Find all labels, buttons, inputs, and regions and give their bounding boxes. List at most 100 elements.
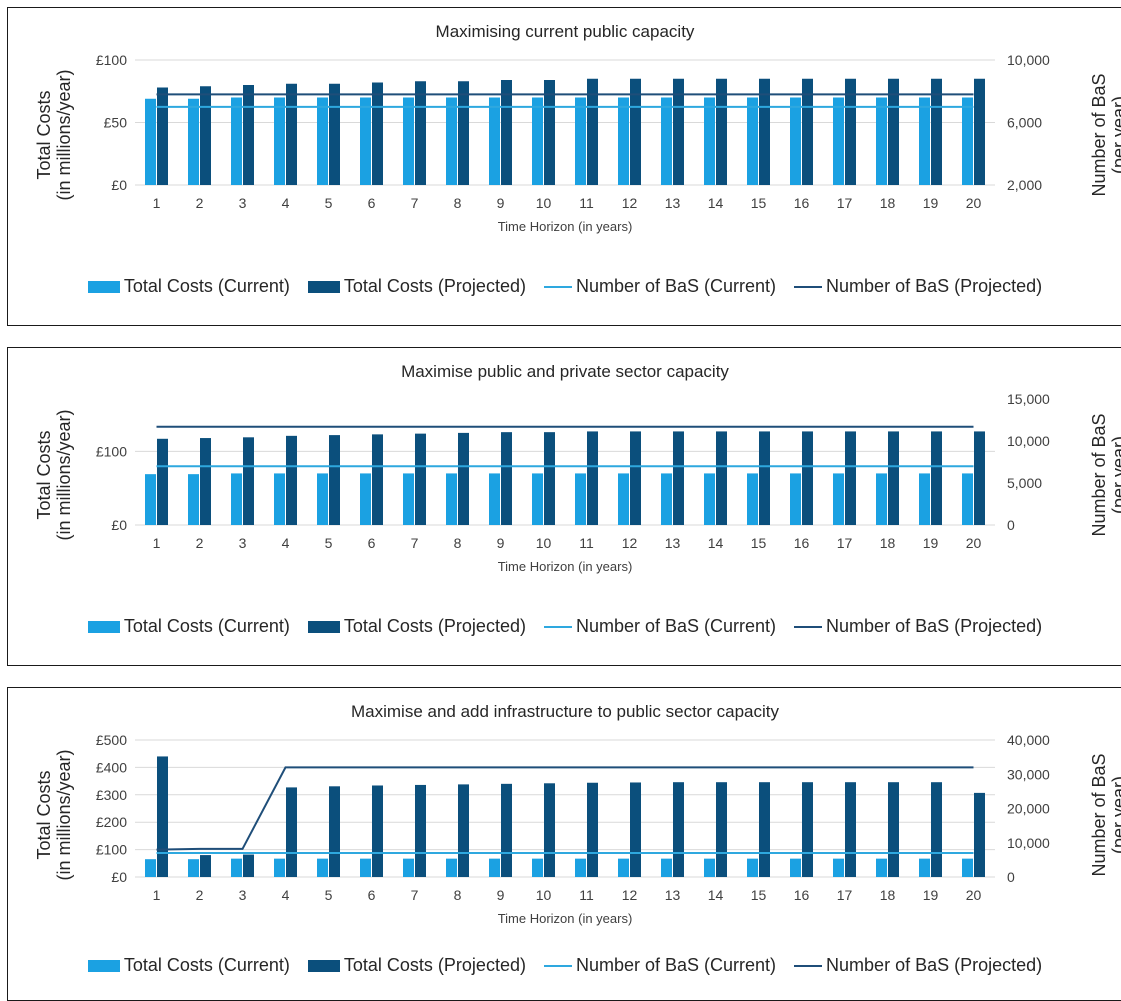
x-tick-label: 6 <box>368 195 376 211</box>
bar-projected-cost <box>716 782 727 877</box>
x-tick-label: 14 <box>708 195 724 211</box>
x-tick-label: 11 <box>579 887 594 903</box>
legend-item-current-bas: Number of BaS (Current) <box>543 955 776 976</box>
bar-current-cost <box>188 98 199 185</box>
bar-projected-cost <box>458 784 469 877</box>
bar-projected-cost <box>931 782 942 877</box>
legend-item-current-cost: Total Costs (Current) <box>87 955 290 976</box>
x-tick-label: 1 <box>153 887 161 903</box>
x-tick-label: 13 <box>665 535 681 551</box>
bar-projected-cost <box>673 431 684 525</box>
bar-current-cost <box>790 858 801 877</box>
bar-current-cost <box>575 473 586 525</box>
y-left-tick-label: £500 <box>96 732 127 748</box>
bar-current-cost <box>618 97 629 185</box>
bar-projected-cost <box>157 87 168 185</box>
bar-projected-cost <box>931 78 942 185</box>
legend-item-projected-cost: Total Costs (Projected) <box>307 616 526 637</box>
x-tick-label: 18 <box>880 195 896 211</box>
bar-projected-cost <box>415 81 426 185</box>
bar-projected-cost <box>372 434 383 525</box>
bar-projected-cost <box>759 431 770 525</box>
bar-projected-cost <box>716 78 727 185</box>
bar-current-cost <box>188 474 199 525</box>
y-right-tick-label: 10,000 <box>1007 52 1050 68</box>
bar-current-cost <box>446 473 457 525</box>
bar-current-cost <box>618 473 629 525</box>
x-tick-label: 11 <box>579 535 594 551</box>
x-tick-label: 2 <box>196 887 204 903</box>
legend-item-projected-bas: Number of BaS (Projected) <box>794 276 1042 297</box>
y-right-tick-label: 10,000 <box>1007 433 1050 449</box>
x-tick-label: 9 <box>497 195 505 211</box>
bar-projected-cost <box>200 855 211 877</box>
bar-projected-cost <box>501 432 512 525</box>
x-tick-label: 1 <box>153 195 161 211</box>
bar-current-cost <box>446 858 457 877</box>
bar-current-cost <box>833 473 844 525</box>
bar-projected-cost <box>974 792 985 877</box>
bar-current-cost <box>532 97 543 185</box>
bar-current-cost <box>790 473 801 525</box>
legend: Total Costs (Current) Total Costs (Proje… <box>8 616 1121 637</box>
legend-item-projected-bas: Number of BaS (Projected) <box>794 616 1042 637</box>
x-tick-label: 3 <box>239 887 247 903</box>
x-tick-label: 14 <box>708 535 724 551</box>
bar-current-cost <box>489 858 500 877</box>
bar-current-cost <box>790 97 801 185</box>
bar-current-cost <box>876 858 887 877</box>
bar-current-cost <box>231 858 242 877</box>
bar-projected-cost <box>630 431 641 525</box>
x-tick-label: 2 <box>196 195 204 211</box>
chart-title: Maximising current public capacity <box>435 22 695 41</box>
bar-current-cost <box>145 98 156 185</box>
x-tick-label: 4 <box>282 535 290 551</box>
bar-current-cost <box>532 473 543 525</box>
bar-current-cost <box>274 858 285 877</box>
bar-current-cost <box>360 97 371 185</box>
x-tick-label: 3 <box>239 535 247 551</box>
y-left-tick-label: £50 <box>104 115 128 131</box>
y-right-tick-label: 15,000 <box>1007 391 1050 407</box>
bar-projected-cost <box>286 435 297 525</box>
bar-current-cost <box>317 473 328 525</box>
x-tick-label: 16 <box>794 887 810 903</box>
bar-current-cost <box>919 473 930 525</box>
bar-current-cost <box>489 473 500 525</box>
bar-current-cost <box>704 858 715 877</box>
bar-projected-cost <box>673 782 684 877</box>
bar-projected-cost <box>888 782 899 877</box>
y-left-tick-label: £100 <box>96 842 127 858</box>
chart-panel-1: Maximising current public capacity Total… <box>7 7 1121 326</box>
bar-projected-cost <box>845 782 856 877</box>
chart-plot-3: £0 £100 £200 £300 £400 £500 0 10,000 20,000 30,00… <box>96 732 1050 926</box>
bar-current-cost <box>618 858 629 877</box>
bar-projected-cost <box>501 80 512 185</box>
y-right-tick-label: 10,000 <box>1007 835 1050 851</box>
x-tick-label: 18 <box>880 887 896 903</box>
y-left-tick-label: £0 <box>111 517 127 533</box>
legend-item-current-bas: Number of BaS (Current) <box>543 276 776 297</box>
x-tick-label: 7 <box>411 535 419 551</box>
bar-projected-cost <box>372 785 383 877</box>
y-left-tick-label: £0 <box>111 869 127 885</box>
x-tick-label: 10 <box>536 535 552 551</box>
legend: Total Costs (Current) Total Costs (Proje… <box>8 955 1121 976</box>
x-tick-label: 16 <box>794 195 810 211</box>
x-tick-label: 12 <box>622 535 638 551</box>
bar-current-cost <box>403 97 414 185</box>
x-tick-label: 17 <box>837 887 853 903</box>
bar-current-cost <box>876 473 887 525</box>
bar-current-cost <box>661 858 672 877</box>
bar-projected-cost <box>716 431 727 525</box>
bar-projected-cost <box>501 783 512 877</box>
y-left-tick-label: £200 <box>96 814 127 830</box>
bar-current-cost <box>919 97 930 185</box>
bar-current-cost <box>532 858 543 877</box>
x-tick-label: 20 <box>966 887 982 903</box>
x-tick-label: 17 <box>837 195 853 211</box>
x-tick-label: 7 <box>411 887 419 903</box>
bar-projected-cost <box>587 78 598 185</box>
bar-current-cost <box>145 474 156 525</box>
